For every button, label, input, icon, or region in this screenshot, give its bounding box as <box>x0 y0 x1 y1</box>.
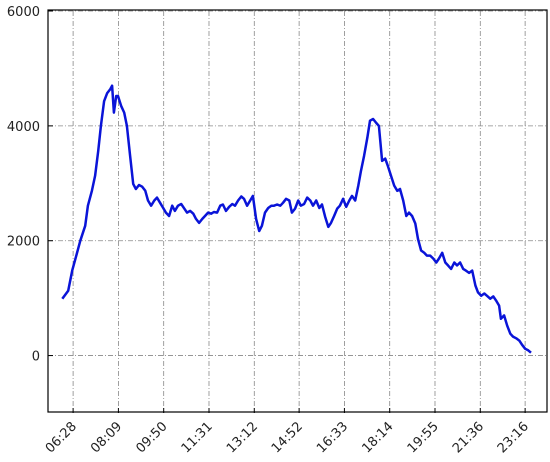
x-tick-label: 19:55 <box>405 419 442 456</box>
line-series <box>61 84 532 354</box>
x-tick-label: 18:14 <box>359 419 396 456</box>
x-tick-label: 06:28 <box>43 419 80 456</box>
x-tick-label: 09:50 <box>133 419 170 456</box>
x-tick-label: 16:33 <box>314 419 351 456</box>
x-tick-label: 11:31 <box>179 419 216 456</box>
y-tick-label: 6000 <box>7 5 40 20</box>
x-tick-label: 14:52 <box>269 419 306 456</box>
y-tick-label: 4000 <box>7 120 40 135</box>
y-tick-label: 2000 <box>7 235 40 250</box>
x-tick-label: 21:36 <box>450 419 487 456</box>
plot-frame <box>47 9 548 413</box>
x-tick-label: 23:16 <box>495 419 532 456</box>
x-tick-label: 13:12 <box>224 419 261 456</box>
y-tick-label: 0 <box>32 350 40 365</box>
x-tick-label: 08:09 <box>88 419 125 456</box>
